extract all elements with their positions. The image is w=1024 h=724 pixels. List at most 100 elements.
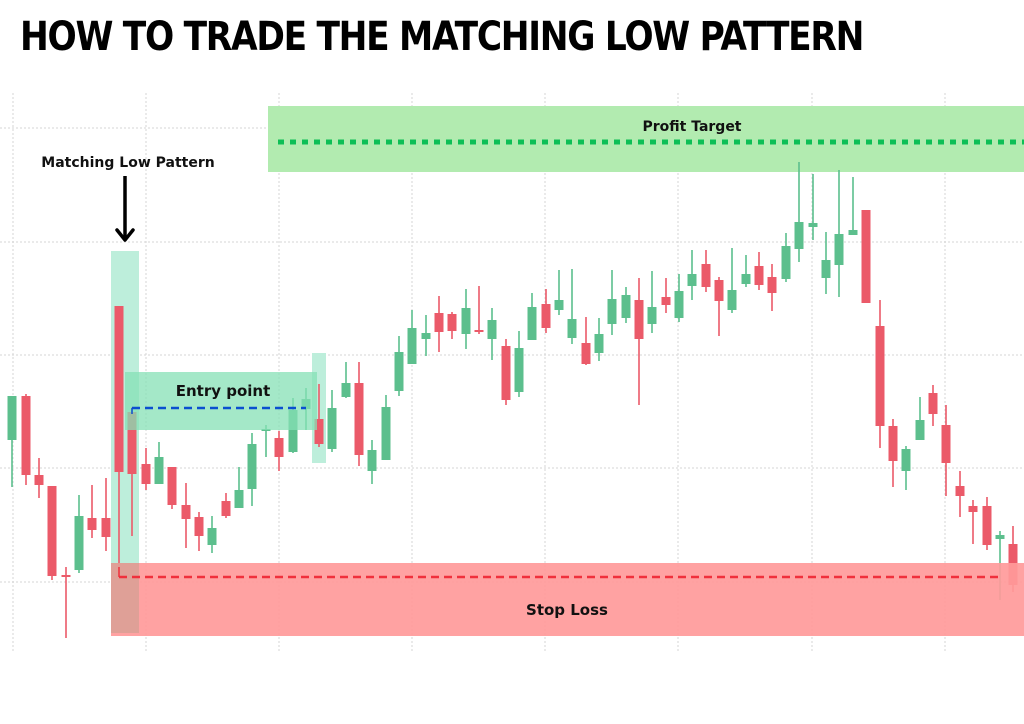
candle-body xyxy=(794,222,804,249)
candle-body xyxy=(594,334,604,353)
candle-body xyxy=(634,300,644,339)
candle-body xyxy=(875,326,885,426)
bearish-candle xyxy=(541,289,551,333)
bullish-candle xyxy=(327,390,337,452)
bearish-candle xyxy=(181,483,191,548)
bullish-candle xyxy=(674,274,684,322)
candle-body xyxy=(394,352,404,391)
candle-body xyxy=(74,516,84,570)
bearish-candle xyxy=(701,250,711,292)
bullish-candle xyxy=(794,162,804,262)
candle-body xyxy=(288,410,298,452)
bullish-candle xyxy=(915,397,925,440)
zones-overlay xyxy=(111,372,1024,636)
bullish-candle xyxy=(741,255,751,287)
candle-body xyxy=(421,333,431,339)
candle-body xyxy=(61,575,71,577)
candle-body xyxy=(687,274,697,286)
candle-body xyxy=(982,506,992,545)
bullish-candle xyxy=(74,495,84,573)
bearish-candle xyxy=(861,210,871,303)
bearish-candle xyxy=(274,431,284,471)
candle-body xyxy=(47,486,57,576)
candle-body xyxy=(327,408,337,449)
bullish-candle xyxy=(821,232,831,294)
candle-body xyxy=(114,306,124,472)
bullish-candle xyxy=(367,440,377,484)
bullish-candle xyxy=(7,396,17,487)
candle-body xyxy=(968,506,978,512)
bearish-candle xyxy=(661,278,671,313)
bearish-candle xyxy=(21,394,31,485)
candle-body xyxy=(995,535,1005,539)
candle-body xyxy=(407,328,417,364)
page-title: HOW TO TRADE THE MATCHING LOW PATTERN xyxy=(20,14,864,60)
stop-loss-zone xyxy=(111,563,1024,636)
bearish-candle xyxy=(314,384,324,447)
bullish-candle xyxy=(848,177,858,235)
candle-body xyxy=(247,444,257,489)
candle-body xyxy=(621,295,631,318)
bullish-candle xyxy=(341,362,351,398)
bearish-candle xyxy=(941,405,951,496)
candle-body xyxy=(741,274,751,284)
candle-body xyxy=(487,320,497,339)
bearish-candle xyxy=(754,252,764,290)
candle-body xyxy=(727,290,737,310)
bullish-candle xyxy=(421,315,431,356)
candle-body xyxy=(474,330,484,332)
bullish-candle xyxy=(514,331,524,397)
bearish-candle xyxy=(714,277,724,336)
bullish-candle xyxy=(781,233,791,282)
bearish-candle xyxy=(167,467,177,509)
stop-loss-label: Stop Loss xyxy=(526,601,608,619)
bearish-candle xyxy=(955,471,965,517)
candle-body xyxy=(647,307,657,324)
candle-body xyxy=(581,343,591,364)
down-arrow-icon xyxy=(115,176,135,242)
bearish-candle xyxy=(447,312,457,339)
candle-body xyxy=(901,449,911,471)
bullish-candle xyxy=(567,269,577,344)
bearish-candle xyxy=(434,296,444,352)
bullish-candle xyxy=(607,270,617,335)
pattern-stop-overlap xyxy=(111,563,139,633)
bullish-candle xyxy=(207,516,217,553)
bearish-candle xyxy=(982,497,992,550)
candle-body xyxy=(354,383,364,455)
arrow-head xyxy=(115,228,135,242)
bullish-candle xyxy=(154,442,164,484)
bearish-candle xyxy=(928,385,938,426)
candle-body xyxy=(834,234,844,265)
bullish-candle xyxy=(381,395,391,460)
candle-body xyxy=(767,277,777,293)
bullish-candle xyxy=(461,289,471,349)
candle-body xyxy=(141,464,151,484)
candle-body xyxy=(381,407,391,460)
candle-body xyxy=(955,486,965,496)
bearish-candle xyxy=(968,500,978,544)
bearish-candle xyxy=(634,278,644,405)
bullish-candle xyxy=(647,271,657,333)
bullish-candle xyxy=(527,293,537,340)
candle-body xyxy=(941,425,951,463)
candle-body xyxy=(754,266,764,285)
candle-body xyxy=(514,348,524,392)
candle-body xyxy=(447,314,457,331)
candle-body xyxy=(21,396,31,475)
bullish-candle xyxy=(394,336,404,396)
bearish-candle xyxy=(767,264,777,311)
candle-body xyxy=(181,505,191,519)
bullish-candle xyxy=(234,467,244,508)
bearish-candle xyxy=(501,339,511,405)
candle-body xyxy=(527,307,537,340)
bearish-candle xyxy=(888,419,898,487)
bearish-candle xyxy=(875,300,885,448)
candle-body xyxy=(501,346,511,400)
bearish-candle xyxy=(354,362,364,466)
candles xyxy=(7,162,1018,638)
candle-body xyxy=(928,393,938,414)
bearish-candle xyxy=(194,512,204,551)
bullish-candle xyxy=(834,170,844,297)
